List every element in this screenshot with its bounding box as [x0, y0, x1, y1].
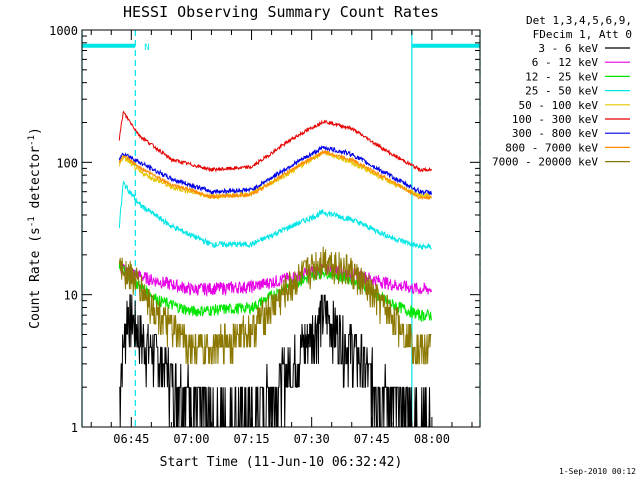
axis-layer: 06:45 07:00 07:15 07:30 07:45 08:00 1 10 100 1000 [49, 24, 480, 446]
legend-label: 50 - 100 keV [519, 99, 599, 112]
series-layer [118, 110, 432, 428]
y-axis-title-main: Count Rate (s [28, 227, 43, 329]
footer-date: 1-Sep-2010 00:12 [559, 467, 636, 476]
y-axis-title-end: ) [28, 127, 43, 135]
series-line-4 [118, 150, 432, 201]
x-tick-label: 06:45 [113, 432, 149, 446]
series-line-8 [118, 246, 432, 365]
series-line-3 [118, 180, 432, 250]
x-tick-label: 07:30 [294, 432, 330, 446]
series-line-6 [118, 145, 432, 196]
plot-frame [81, 29, 481, 428]
x-tick-label: 07:00 [173, 432, 209, 446]
legend-header-line2: FDecim 1, Att 0 [533, 28, 632, 41]
series-line-0 [119, 294, 432, 428]
y-tick-label: 1000 [49, 24, 78, 38]
series-line-1 [118, 262, 432, 298]
legend-label: 25 - 50 keV [525, 85, 598, 98]
legend-label: 3 - 6 keV [538, 42, 598, 55]
legend-header-line1: Det 1,3,4,5,6,9, [526, 14, 632, 27]
y-tick-label: 1 [71, 421, 78, 435]
y-axis-title-sup1: -1 [27, 216, 37, 227]
y-axis-title: Count Rate (s-1 detector-1) [27, 127, 43, 329]
legend-label: 800 - 7000 keV [505, 141, 598, 154]
legend-label: 12 - 25 keV [525, 70, 598, 83]
x-tick-label: 07:45 [354, 432, 390, 446]
chart-title: HESSI Observing Summary Count Rates [123, 3, 439, 21]
night-flag-label: N [144, 43, 149, 53]
y-axis-title-sup2: -1 [27, 135, 37, 146]
y-tick-label: 100 [56, 156, 78, 170]
legend-label: 6 - 12 keV [532, 56, 599, 69]
x-axis-title: Start Time (11-Jun-10 06:32:42) [160, 455, 403, 470]
legend-label: 300 - 800 keV [512, 127, 598, 140]
legend-label: 100 - 300 keV [512, 113, 598, 126]
x-tick-label: 08:00 [414, 432, 450, 446]
x-tick-label: 07:15 [233, 432, 269, 446]
series-line-7 [118, 149, 432, 201]
series-line-5 [118, 110, 432, 173]
legend-label: 7000 - 20000 keV [492, 156, 598, 169]
legend: Det 1,3,4,5,6,9, FDecim 1, Att 0 3 - 6 k… [492, 14, 632, 169]
y-tick-label: 10 [64, 289, 78, 303]
y-axis-title-mid: detector [28, 146, 43, 217]
